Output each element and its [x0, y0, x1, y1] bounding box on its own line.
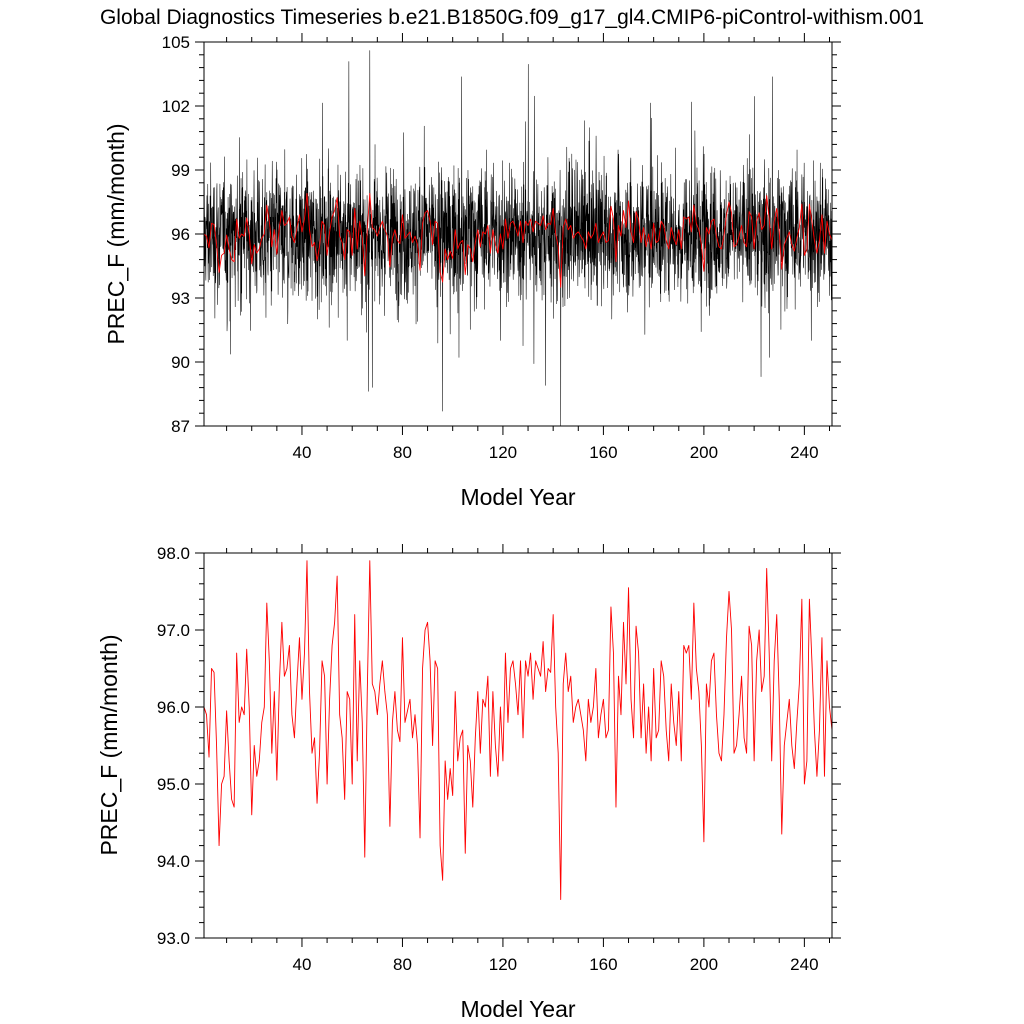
y-tick-label: 97.0 [157, 621, 190, 640]
series-group [204, 50, 832, 426]
y-tick-label: 87 [171, 417, 190, 436]
x-tick-label: 40 [293, 443, 312, 462]
x-tick-label: 80 [393, 955, 412, 974]
y-tick-label: 93.0 [157, 929, 190, 948]
y-tick-label: 93 [171, 289, 190, 308]
top-panel-monthly-timeseries: 40 80 120 160 200 240 87 90 93 96 99 102 105 Model Ye… [103, 33, 841, 510]
x-axis-label: Model Year [460, 484, 575, 510]
y-tick-label: 98.0 [157, 544, 190, 563]
y-tick-label: 94.0 [157, 852, 190, 871]
bottom-panel-annual-timeseries: 40 80 120 160 200 240 93.0 94.0 95.0 96.0 97.0 98.0… [96, 544, 841, 1022]
x-tick-label: 240 [790, 443, 818, 462]
series-line-monthly-prec-f [204, 50, 832, 426]
x-tick-label: 40 [293, 955, 312, 974]
x-tick-label: 120 [489, 955, 517, 974]
x-tick-label: 120 [489, 443, 517, 462]
x-axis-label: Model Year [460, 996, 575, 1022]
series-line-annual-mean-prec-f [204, 193, 832, 288]
figure-title: Global Diagnostics Timeseries b.e21.B185… [100, 6, 924, 29]
plot-frame [203, 552, 833, 939]
x-tick-label: 80 [393, 443, 412, 462]
x-tick-label: 200 [690, 955, 718, 974]
y-tick-label: 99 [171, 161, 190, 180]
series-line-annual-mean-prec-f [204, 560, 832, 900]
x-tick-label: 200 [690, 443, 718, 462]
x-tick-label: 160 [589, 443, 617, 462]
y-axis-label: PREC_F (mm/month) [96, 634, 122, 855]
y-tick-label: 96 [171, 225, 190, 244]
series-group [204, 560, 832, 900]
y-tick-label: 105 [162, 33, 190, 52]
y-tick-label: 96.0 [157, 698, 190, 717]
x-tick-label: 160 [589, 955, 617, 974]
y-tick-label: 102 [162, 97, 190, 116]
x-tick-label: 240 [790, 955, 818, 974]
y-axis-label: PREC_F (mm/month) [103, 123, 129, 344]
y-tick-label: 90 [171, 353, 190, 372]
y-tick-label: 95.0 [157, 775, 190, 794]
